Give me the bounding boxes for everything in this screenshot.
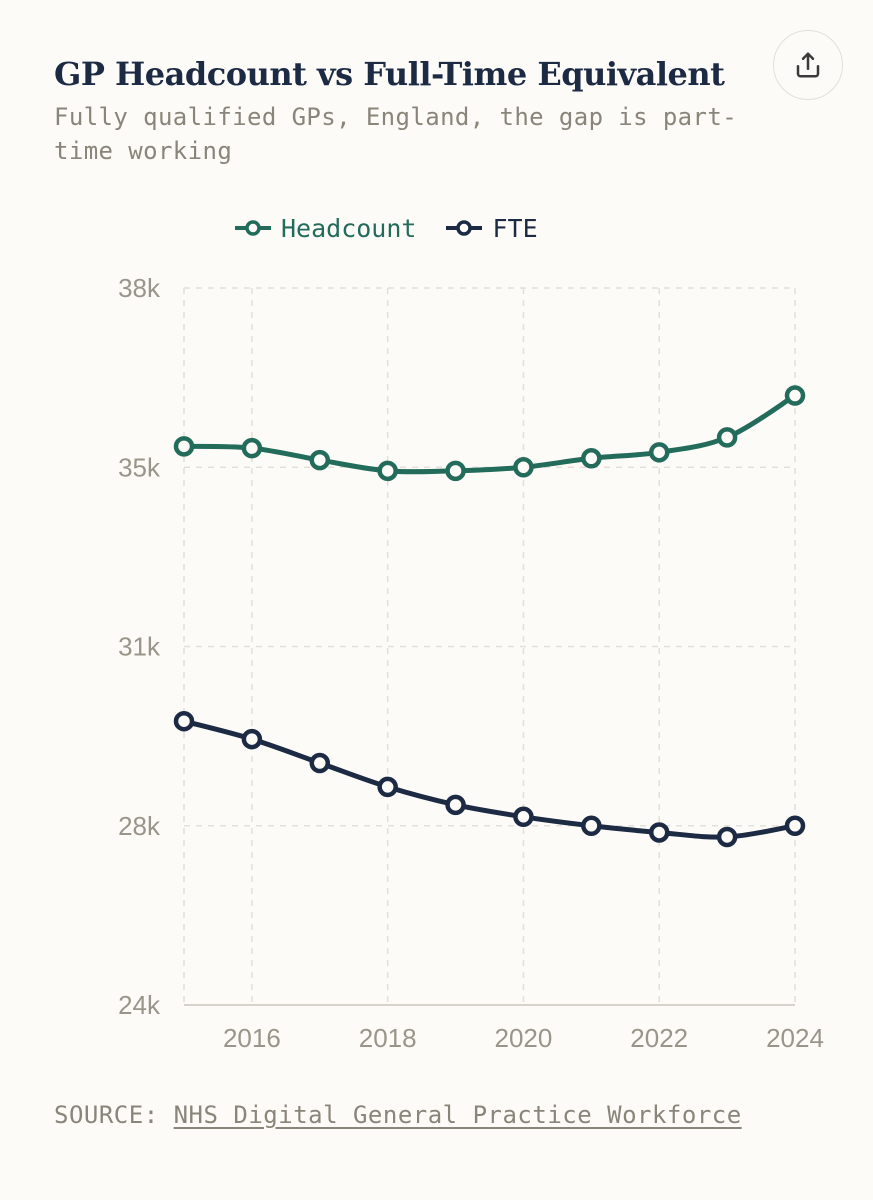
source-link[interactable]: NHS Digital General Practice Workforce — [173, 1101, 742, 1129]
data-point-headcount-2016[interactable] — [241, 437, 263, 459]
y-tick-label: 35k — [118, 452, 161, 482]
y-tick-label: 38k — [118, 273, 161, 303]
legend-marker-headcount — [235, 220, 271, 236]
y-tick-label: 28k — [118, 811, 161, 841]
data-point-headcount-2023[interactable] — [716, 427, 738, 448]
chart-subtitle: Fully qualified GPs, England, the gap is… — [54, 103, 738, 165]
line-chart: 24k 28k 31k 35k 38k 2016 2018 2020 2022 2024 — [118, 273, 824, 1053]
data-point-fte-2020[interactable] — [513, 806, 534, 828]
chart-legend: Headcount FTE — [233, 208, 566, 248]
data-point-headcount-2019[interactable] — [445, 460, 466, 482]
chart-title: GP Headcount vs Full-Time Equivalent — [54, 55, 725, 93]
data-point-headcount-2022[interactable] — [648, 442, 670, 463]
data-point-headcount-2020[interactable] — [513, 457, 534, 478]
y-tick-label: 31k — [118, 632, 161, 662]
data-point-headcount-2024[interactable] — [784, 385, 806, 406]
x-tick-label: 2020 — [495, 1023, 553, 1053]
legend-item-fte[interactable]: FTE — [444, 213, 538, 243]
data-point-fte-2015[interactable] — [173, 710, 195, 732]
data-point-headcount-2018[interactable] — [377, 460, 398, 482]
x-tick-label: 2016 — [223, 1023, 281, 1053]
data-point-fte-2024[interactable] — [784, 815, 806, 836]
series-line-headcount — [181, 393, 798, 475]
data-point-fte-2022[interactable] — [648, 822, 670, 843]
data-point-headcount-2015[interactable] — [173, 436, 195, 457]
y-tick-label: 24k — [118, 990, 161, 1020]
share-button[interactable] — [773, 30, 843, 100]
legend-label-headcount: Headcount — [281, 213, 417, 243]
legend-marker-fte — [446, 220, 483, 236]
legend-item-headcount[interactable]: Headcount — [233, 214, 416, 243]
data-point-fte-2023[interactable] — [716, 826, 738, 848]
data-point-fte-2017[interactable] — [309, 752, 331, 774]
data-point-fte-2016[interactable] — [241, 728, 263, 750]
legend-label-fte: FTE — [492, 213, 538, 243]
source-prefix: SOURCE: — [54, 1101, 174, 1129]
data-point-fte-2018[interactable] — [377, 776, 398, 798]
x-tick-label: 2018 — [359, 1023, 417, 1053]
share-icon — [793, 50, 823, 80]
x-tick-label: 2024 — [766, 1023, 824, 1053]
series-line-fte — [181, 718, 798, 840]
source-note: SOURCE: NHS Digital General Practice Wor… — [54, 1098, 774, 1133]
data-point-fte-2021[interactable] — [581, 815, 602, 836]
data-point-headcount-2017[interactable] — [309, 449, 331, 471]
data-point-headcount-2021[interactable] — [581, 448, 602, 469]
x-tick-label: 2022 — [630, 1023, 688, 1053]
data-point-fte-2019[interactable] — [445, 794, 466, 816]
